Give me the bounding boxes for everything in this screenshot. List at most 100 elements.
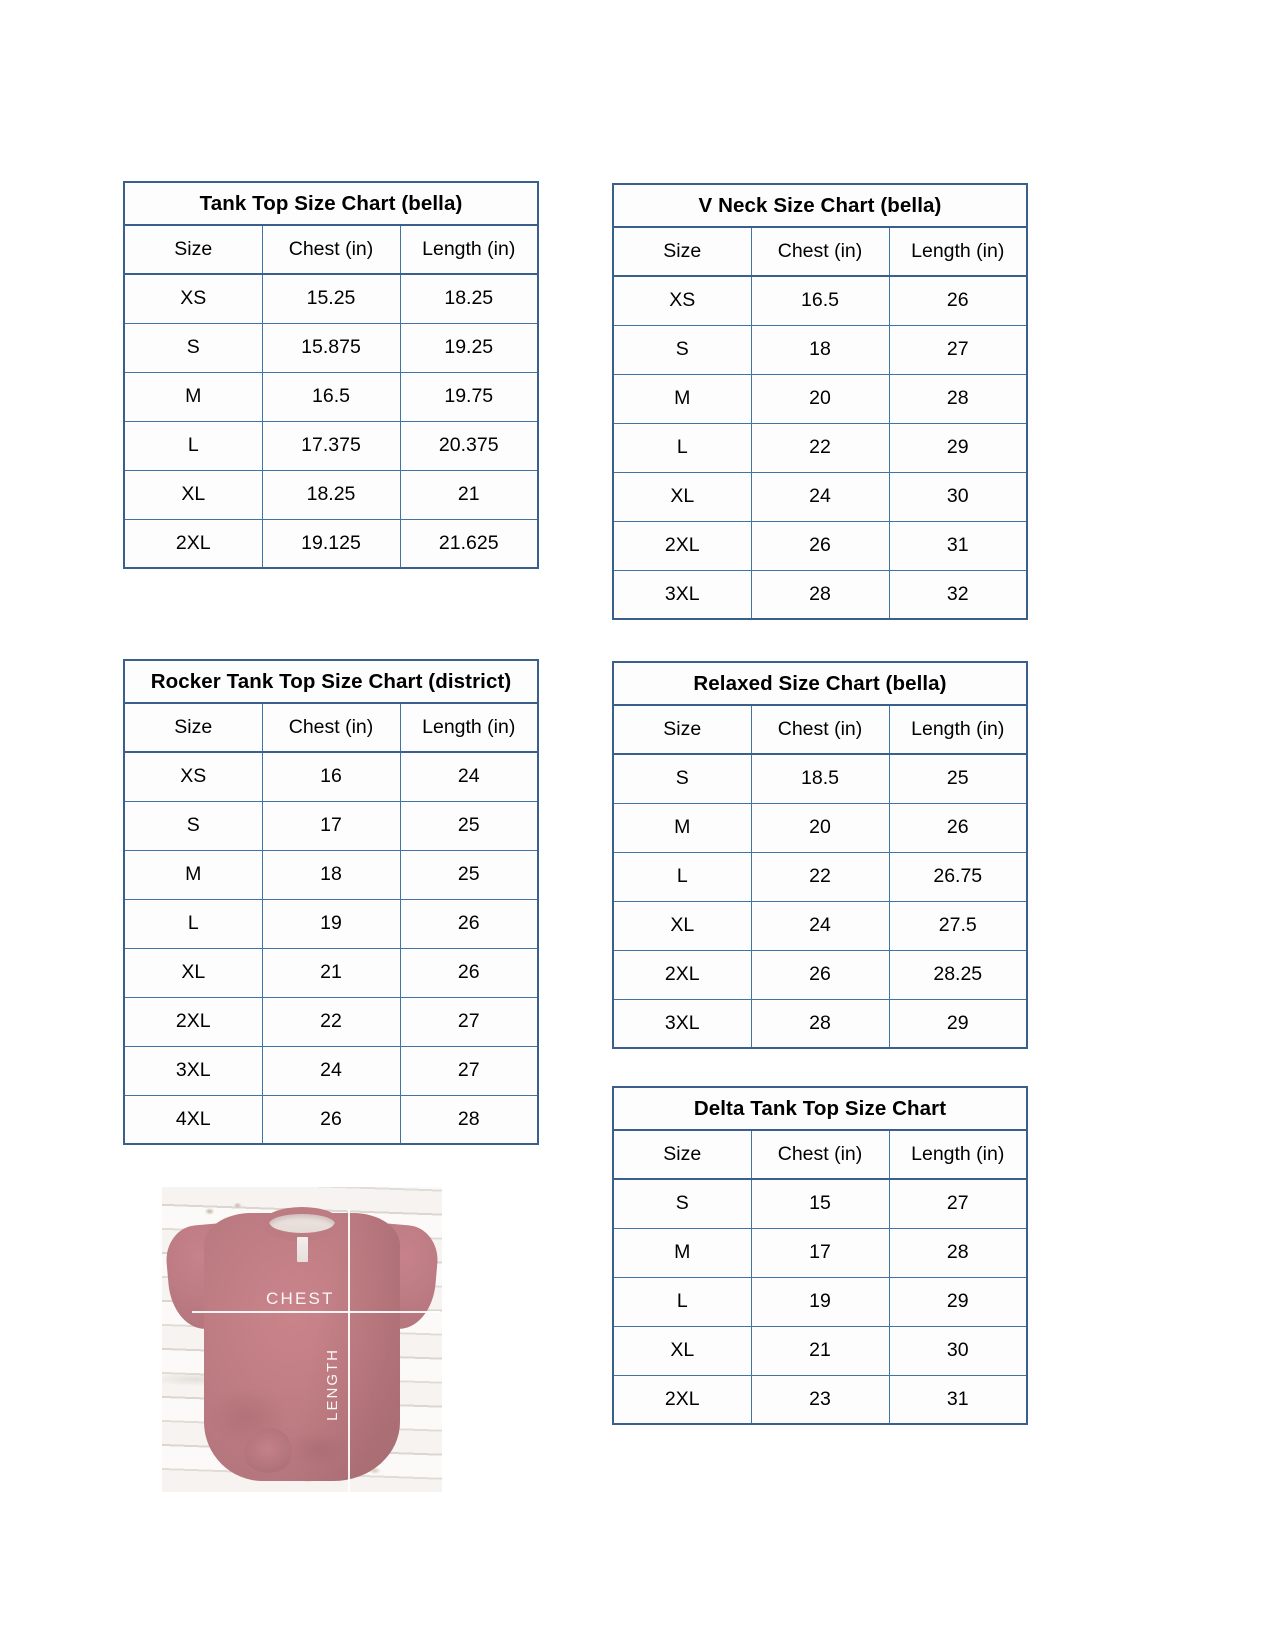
table-row: M 18 25 bbox=[123, 849, 539, 900]
chest-cell: 20 bbox=[750, 373, 890, 424]
size-cell: S bbox=[123, 800, 263, 851]
table-row: L 19 26 bbox=[123, 898, 539, 949]
table-row: 2XL 26 31 bbox=[612, 520, 1028, 571]
table-row: 2XL 26 28.25 bbox=[612, 949, 1028, 1000]
size-cell: 2XL bbox=[612, 1374, 752, 1425]
table-row: M 17 28 bbox=[612, 1227, 1028, 1278]
length-cell: 27 bbox=[888, 1178, 1028, 1229]
size-cell: L bbox=[123, 420, 263, 471]
chest-cell: 24 bbox=[750, 471, 890, 522]
size-cell: 4XL bbox=[123, 1094, 263, 1145]
chest-cell: 17.375 bbox=[261, 420, 401, 471]
size-cell: L bbox=[612, 851, 752, 902]
column-header: Chest (in) bbox=[750, 704, 890, 755]
table-row: L 17.375 20.375 bbox=[123, 420, 539, 471]
length-cell: 30 bbox=[888, 1325, 1028, 1376]
length-cell: 25 bbox=[888, 753, 1028, 804]
length-cell: 32 bbox=[888, 569, 1028, 620]
length-cell: 26 bbox=[399, 898, 539, 949]
size-cell: 2XL bbox=[612, 949, 752, 1000]
chest-cell: 28 bbox=[750, 569, 890, 620]
chart-title: Delta Tank Top Size Chart bbox=[612, 1086, 1028, 1131]
length-cell: 27 bbox=[399, 996, 539, 1047]
size-cell: XL bbox=[123, 469, 263, 520]
size-cell: M bbox=[123, 371, 263, 422]
tank-top-table-body: Tank Top Size Chart (bella) Size Chest (in… bbox=[123, 181, 539, 569]
tshirt-neck-tag-icon bbox=[297, 1237, 308, 1262]
size-cell: XL bbox=[612, 1325, 752, 1376]
table-row: XS 16.5 26 bbox=[612, 275, 1028, 326]
column-header: Size bbox=[123, 224, 263, 275]
column-header-row: Size Chest (in) Length (in) bbox=[123, 702, 539, 753]
size-cell: 3XL bbox=[612, 569, 752, 620]
chest-cell: 15.875 bbox=[261, 322, 401, 373]
size-cell: 2XL bbox=[123, 518, 263, 569]
chest-cell: 18 bbox=[261, 849, 401, 900]
table-row: S 15.875 19.25 bbox=[123, 322, 539, 373]
chest-cell: 16.5 bbox=[261, 371, 401, 422]
chest-cell: 17 bbox=[750, 1227, 890, 1278]
chest-cell: 23 bbox=[750, 1374, 890, 1425]
length-cell: 19.25 bbox=[399, 322, 539, 373]
length-cell: 26 bbox=[399, 947, 539, 998]
shirt-measurement-photo: CHEST LENGTH bbox=[162, 1187, 442, 1492]
chest-cell: 24 bbox=[261, 1045, 401, 1096]
length-cell: 29 bbox=[888, 1276, 1028, 1327]
delta-tank-top-table-body: Delta Tank Top Size Chart Size Chest (in) L… bbox=[612, 1086, 1028, 1425]
chart-title-row: V Neck Size Chart (bella) bbox=[612, 183, 1028, 228]
length-cell: 26 bbox=[888, 802, 1028, 853]
size-cell: 2XL bbox=[123, 996, 263, 1047]
table-row: L 19 29 bbox=[612, 1276, 1028, 1327]
table-row: 2XL 23 31 bbox=[612, 1374, 1028, 1425]
length-cell: 31 bbox=[888, 1374, 1028, 1425]
table-row: XL 24 30 bbox=[612, 471, 1028, 522]
chart-title-row: Delta Tank Top Size Chart bbox=[612, 1086, 1028, 1131]
table-row: XL 21 26 bbox=[123, 947, 539, 998]
length-cell: 28 bbox=[888, 1227, 1028, 1278]
length-cell: 29 bbox=[888, 422, 1028, 473]
size-cell: M bbox=[612, 1227, 752, 1278]
column-header: Chest (in) bbox=[261, 224, 401, 275]
table-row: 2XL 22 27 bbox=[123, 996, 539, 1047]
length-cell: 27.5 bbox=[888, 900, 1028, 951]
size-cell: XS bbox=[123, 273, 263, 324]
chest-measurement-label: CHEST bbox=[266, 1289, 335, 1308]
chart-title: Rocker Tank Top Size Chart (district) bbox=[123, 659, 539, 704]
table-row: L 22 29 bbox=[612, 422, 1028, 473]
chest-cell: 20 bbox=[750, 802, 890, 853]
chart-title-row: Tank Top Size Chart (bella) bbox=[123, 181, 539, 226]
table-row: S 18 27 bbox=[612, 324, 1028, 375]
chart-title: Tank Top Size Chart (bella) bbox=[123, 181, 539, 226]
size-cell: M bbox=[612, 373, 752, 424]
length-cell: 19.75 bbox=[399, 371, 539, 422]
chest-cell: 17 bbox=[261, 800, 401, 851]
column-header-row: Size Chest (in) Length (in) bbox=[612, 704, 1028, 755]
length-cell: 31 bbox=[888, 520, 1028, 571]
column-header: Size bbox=[612, 1129, 752, 1180]
size-cell: S bbox=[123, 322, 263, 373]
column-header: Chest (in) bbox=[750, 226, 890, 277]
v-neck-table-body: V Neck Size Chart (bella) Size Chest (in) L… bbox=[612, 183, 1028, 620]
chest-cell: 22 bbox=[750, 422, 890, 473]
column-header: Size bbox=[612, 226, 752, 277]
rocker-tank-top-size-chart-table: Rocker Tank Top Size Chart (district) Siz… bbox=[123, 659, 539, 1145]
chest-cell: 16.5 bbox=[750, 275, 890, 326]
column-header: Length (in) bbox=[399, 224, 539, 275]
length-cell: 30 bbox=[888, 471, 1028, 522]
size-cell: M bbox=[612, 802, 752, 853]
rocker-tank-top-table-body: Rocker Tank Top Size Chart (district) Siz… bbox=[123, 659, 539, 1145]
table-row: L 22 26.75 bbox=[612, 851, 1028, 902]
chart-title-row: Relaxed Size Chart (bella) bbox=[612, 661, 1028, 706]
size-cell: XS bbox=[612, 275, 752, 326]
size-cell: XL bbox=[123, 947, 263, 998]
chest-cell: 21 bbox=[261, 947, 401, 998]
length-cell: 28 bbox=[888, 373, 1028, 424]
chest-cell: 18 bbox=[750, 324, 890, 375]
column-header-row: Size Chest (in) Length (in) bbox=[612, 1129, 1028, 1180]
table-row: S 18.5 25 bbox=[612, 753, 1028, 804]
length-cell: 26.75 bbox=[888, 851, 1028, 902]
chest-cell: 15 bbox=[750, 1178, 890, 1229]
size-cell: XL bbox=[612, 471, 752, 522]
chest-cell: 22 bbox=[750, 851, 890, 902]
length-cell: 24 bbox=[399, 751, 539, 802]
